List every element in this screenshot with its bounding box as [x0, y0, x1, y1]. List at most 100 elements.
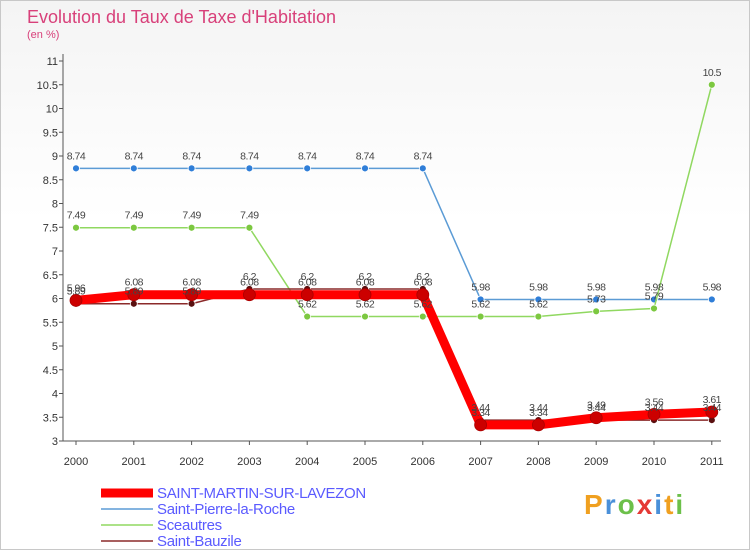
data-label: 3.44 — [529, 402, 548, 414]
data-label: 6.08 — [182, 277, 201, 289]
data-label: 5.98 — [471, 281, 490, 293]
data-point — [72, 223, 80, 232]
data-point — [361, 312, 369, 321]
data-label: 3.56 — [645, 396, 664, 408]
data-label: 3.34 — [471, 407, 490, 419]
data-point — [418, 164, 427, 173]
y-tick-label: 6.5 — [43, 270, 58, 282]
data-label: 7.49 — [240, 210, 259, 222]
data-point — [187, 299, 196, 308]
data-label: 3.44 — [587, 402, 606, 414]
x-tick-label: 2008 — [526, 456, 550, 468]
data-point — [245, 164, 254, 173]
data-point — [650, 304, 658, 313]
data-label: 5.62 — [529, 299, 548, 311]
x-tick-label: 2001 — [122, 456, 146, 468]
data-label: 7.49 — [67, 210, 86, 222]
legend-item: SAINT-MARTIN-SUR-LAVEZON — [101, 484, 366, 502]
data-label: 3.34 — [529, 407, 548, 419]
series-line — [76, 167, 712, 301]
y-tick-label: 10.5 — [37, 80, 58, 92]
data-label: 5.89 — [182, 286, 201, 298]
series-line — [76, 288, 712, 421]
legend-label: Sceautres — [157, 516, 222, 534]
data-label: 8.74 — [298, 150, 317, 162]
data-point — [187, 223, 196, 232]
y-tick-label: 3 — [52, 436, 58, 448]
data-point — [300, 288, 314, 302]
data-label: 6.08 — [356, 277, 375, 289]
data-label: 5.73 — [587, 293, 606, 305]
data-point — [129, 223, 138, 232]
data-point — [416, 288, 430, 302]
data-point — [185, 288, 199, 302]
y-tick-label: 3.5 — [43, 412, 58, 424]
data-label: 6.2 — [416, 271, 430, 283]
y-tick-label: 8.5 — [43, 175, 58, 187]
legend-label: Saint-Bauzile — [157, 532, 242, 550]
data-label: 6.2 — [301, 271, 315, 283]
proxiti-logo: Proxiti — [584, 489, 686, 520]
data-point — [358, 288, 372, 302]
data-label: 5.62 — [414, 299, 433, 311]
data-label: 8.74 — [125, 150, 144, 162]
y-tick-label: 9 — [52, 151, 58, 163]
data-label: 6.2 — [243, 271, 257, 283]
data-label: 5.79 — [645, 290, 664, 302]
y-tick-label: 11 — [47, 56, 58, 68]
legend-item: Saint-Pierre-la-Roche — [101, 501, 366, 518]
data-label: 8.74 — [356, 150, 375, 162]
y-tick-label: 6 — [52, 294, 58, 306]
x-tick-label: 2010 — [642, 456, 666, 468]
x-tick-label: 2003 — [237, 456, 261, 468]
data-point — [592, 307, 601, 316]
data-label: 10.5 — [703, 67, 722, 79]
data-point — [129, 299, 138, 308]
data-point — [187, 164, 196, 173]
data-point — [303, 164, 312, 173]
y-tick-label: 10 — [46, 104, 58, 116]
x-tick-label: 2000 — [64, 456, 88, 468]
data-label: 6.08 — [414, 277, 433, 289]
data-label: 7.49 — [125, 210, 144, 222]
data-point — [242, 288, 256, 302]
chart-title: Evolution du Taux de Taxe d'Habitation — [27, 7, 336, 27]
data-label: 3.44 — [645, 402, 664, 414]
data-point — [532, 418, 545, 432]
x-tick-label: 2007 — [468, 456, 492, 468]
data-label: 6.08 — [298, 277, 317, 289]
legend-label: SAINT-MARTIN-SUR-LAVEZON — [157, 484, 366, 502]
data-label: 5.62 — [471, 299, 490, 311]
x-tick-label: 2009 — [584, 456, 608, 468]
data-point — [534, 312, 543, 321]
data-point — [705, 405, 719, 419]
data-point — [589, 411, 603, 425]
data-label: 3.49 — [587, 400, 606, 412]
data-label: 3.44 — [703, 402, 722, 414]
x-tick-label: 2002 — [179, 456, 203, 468]
x-tick-label: 2004 — [295, 456, 319, 468]
legend-item: Sceautres — [101, 516, 366, 534]
x-tick-label: 2011 — [700, 456, 724, 468]
legend: SAINT-MARTIN-SUR-LAVEZON Saint-Pierre-la… — [101, 484, 366, 550]
data-label: 3.44 — [471, 402, 490, 414]
y-tick-label: 7.5 — [43, 222, 58, 234]
data-point — [476, 312, 485, 321]
line-chart: 3 3.5 4 4.5 5 5.5 6 6.5 7 7.5 8 8.5 9 9.5 10 10.5 11 2000… — [37, 54, 724, 468]
data-point — [72, 164, 80, 173]
y-tick-label: 8 — [52, 199, 58, 211]
data-point — [707, 295, 716, 304]
data-label: 5.98 — [529, 281, 548, 293]
x-tick-label: 2006 — [411, 456, 435, 468]
data-point — [303, 312, 312, 321]
y-tick-label: 5.5 — [43, 317, 58, 329]
data-point — [592, 295, 601, 304]
data-label: 5.89 — [125, 286, 144, 298]
data-point — [245, 223, 254, 232]
data-point — [476, 295, 485, 304]
data-label: 5.98 — [587, 281, 606, 293]
data-point — [129, 164, 138, 173]
data-label: 5.62 — [356, 299, 375, 311]
data-point — [534, 295, 543, 304]
